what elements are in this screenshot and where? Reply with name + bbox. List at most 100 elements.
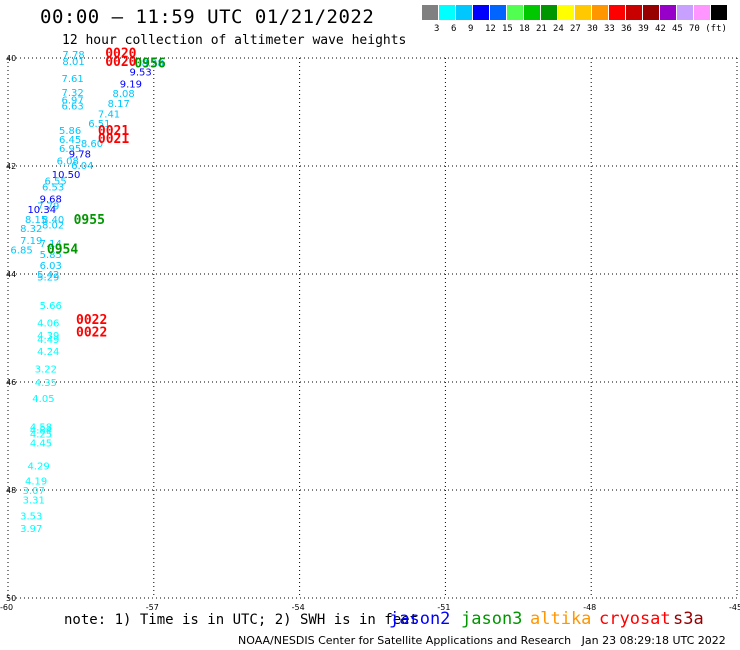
wave-height-value: 6.97: [61, 96, 83, 107]
satellite-jason2: jason2: [389, 609, 451, 629]
wave-height-value: 3.97: [20, 524, 42, 535]
scale-swatch: [507, 5, 523, 20]
wave-height-value: 8.28: [142, 58, 164, 69]
wave-height-value: 8.60: [81, 139, 103, 150]
wave-height-value: 6.63: [61, 102, 83, 113]
scale-label: 24: [553, 24, 564, 34]
wave-height-value: 8.17: [108, 99, 130, 110]
pass-time-label: 0956: [134, 56, 165, 71]
lon-tick-label: -57: [146, 603, 159, 612]
units-note: note: 1) Time is in UTC; 2) SWH is in fe…: [64, 612, 419, 628]
wave-height-value: 9.53: [130, 68, 152, 79]
wave-height-value: 4.25: [30, 429, 52, 440]
wave-height-value: 4.45: [30, 438, 52, 449]
scale-label: 6: [451, 24, 457, 34]
wave-height-value: 8.15: [25, 215, 47, 226]
wave-height-value: 6.55: [44, 177, 66, 188]
scale-swatch: [677, 5, 693, 20]
scale-swatch: [456, 5, 472, 20]
wave-height-value: 6.04: [71, 161, 93, 172]
scale-swatch: [643, 5, 659, 20]
wave-height-value: 7.14: [40, 239, 62, 250]
scale-label: 21: [536, 24, 547, 34]
wave-height-value: 7.32: [61, 88, 83, 99]
pass-time-label: 0021: [98, 132, 129, 147]
scale-swatch: [558, 5, 574, 20]
lat-tick-label: 40: [6, 54, 16, 63]
lon-tick-label: -60: [0, 603, 13, 612]
lat-tick-label: 42: [6, 162, 16, 171]
pass-time-label: 0954: [47, 243, 78, 258]
wave-height-value: 10.34: [27, 205, 56, 216]
scale-swatch: [626, 5, 642, 20]
scale-label: 12: [485, 24, 496, 34]
wave-height-value: 4.58: [30, 422, 52, 433]
wave-height-value: 7.19: [20, 236, 42, 247]
wave-height-value: 6.53: [42, 183, 64, 194]
wave-height-value: 9.78: [69, 150, 91, 161]
pass-time-label: 0021: [98, 124, 129, 139]
wave-height-value: 7.78: [62, 50, 84, 61]
scale-label: 33: [604, 24, 615, 34]
wave-height-value: 6.45: [59, 135, 81, 146]
lat-tick-label: 50: [6, 594, 16, 603]
lat-tick-label: 46: [6, 378, 16, 387]
pass-time-label: 0955: [74, 213, 105, 228]
scale-swatch: [439, 5, 455, 20]
wave-height-value: 4.39: [37, 331, 59, 342]
wave-height-value: 7.41: [98, 110, 120, 121]
wave-height-value: 8.08: [112, 89, 134, 100]
map-subtitle: 12 hour collection of altimeter wave hei…: [62, 33, 407, 48]
lat-tick-label: 48: [6, 486, 16, 495]
scale-swatch: [575, 5, 591, 20]
scale-label: 42: [655, 24, 666, 34]
wave-height-value: 9.19: [120, 79, 142, 90]
wave-height-value: 6.03: [40, 261, 62, 272]
scale-label: 27: [570, 24, 581, 34]
satellite-s3a: s3a: [673, 609, 704, 629]
scale-label: 9: [468, 24, 474, 34]
scale-swatch: [541, 5, 557, 20]
scale-swatch: [592, 5, 608, 20]
wave-height-value: 7.79: [37, 201, 59, 212]
wave-height-value: 4.24: [37, 347, 59, 358]
wave-height-value: 8.32: [20, 224, 42, 235]
wave-height-value: 5.85: [40, 250, 62, 261]
wave-height-value: 6.51: [88, 119, 110, 130]
scale-label: 39: [638, 24, 649, 34]
wave-height-value: 4.49: [37, 335, 59, 346]
wave-height-value: 4.84: [30, 426, 52, 437]
lon-tick-label: -48: [583, 603, 596, 612]
wave-height-value: 7.61: [61, 74, 83, 85]
wave-height-value: 4.29: [27, 462, 49, 473]
satellite-jason3: jason3: [461, 609, 523, 629]
scale-swatch: [473, 5, 489, 20]
scale-label: 70 (ft): [689, 24, 727, 34]
scale-swatch: [694, 5, 710, 20]
pass-time-label: 0022: [76, 325, 107, 340]
lon-tick-label: -51: [437, 603, 450, 612]
wave-height-value: 3.31: [23, 496, 45, 507]
scale-label: 18: [519, 24, 530, 34]
wave-height-value: 10.50: [52, 170, 81, 181]
scale-swatch: [609, 5, 625, 20]
pass-time-label: 0020: [105, 47, 136, 62]
wave-height-value: 3.53: [20, 511, 42, 522]
lon-tick-label: -54: [292, 603, 305, 612]
wave-height-value: 5.66: [40, 301, 62, 312]
wave-height-value: 3.22: [35, 365, 57, 376]
wave-height-value: 4.35: [35, 378, 57, 389]
scale-label: 45: [672, 24, 683, 34]
wave-height-value: 9.68: [40, 194, 62, 205]
credit-line: NOAA/NESDIS Center for Satellite Applica…: [238, 634, 726, 647]
wave-height-value: 3.07: [23, 486, 45, 497]
satellite-altika: altika: [530, 609, 592, 629]
satellite-cryosat: cryosat: [599, 609, 671, 629]
lat-tick-label: 44: [6, 270, 16, 279]
wave-height-value: 4.06: [37, 319, 59, 330]
wave-height-value: 4.19: [25, 476, 47, 487]
wave-height-value: 6.85: [10, 246, 32, 257]
wave-height-value: 8.02: [42, 220, 64, 231]
wave-height-value: 5.86: [59, 126, 81, 137]
